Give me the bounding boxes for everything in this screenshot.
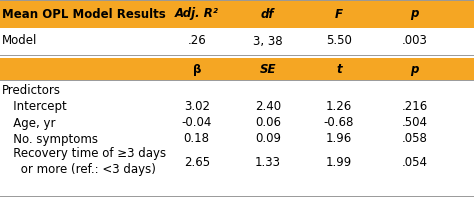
Text: 1.96: 1.96	[326, 133, 352, 146]
Text: Age, yr: Age, yr	[2, 116, 56, 129]
Text: 0.06: 0.06	[255, 116, 281, 129]
Text: 1.26: 1.26	[326, 100, 352, 113]
Text: 5.50: 5.50	[326, 34, 352, 47]
Text: p: p	[410, 7, 419, 20]
Text: .003: .003	[402, 34, 428, 47]
Text: 2.40: 2.40	[255, 100, 281, 113]
Text: or more (ref.: <3 days): or more (ref.: <3 days)	[2, 164, 156, 177]
Text: Predictors: Predictors	[2, 84, 61, 97]
Text: Model: Model	[2, 34, 38, 47]
Text: -0.68: -0.68	[324, 116, 354, 129]
Text: .216: .216	[401, 100, 428, 113]
Text: .058: .058	[402, 133, 428, 146]
Text: Adj. R²: Adj. R²	[175, 7, 219, 20]
Text: Recovery time of ≥3 days: Recovery time of ≥3 days	[2, 148, 166, 161]
Text: 0.09: 0.09	[255, 133, 281, 146]
Text: Mean OPL Model Results: Mean OPL Model Results	[2, 7, 166, 20]
Text: -0.04: -0.04	[182, 116, 212, 129]
Text: t: t	[336, 62, 342, 75]
Text: 2.65: 2.65	[183, 155, 210, 168]
Text: 0.18: 0.18	[184, 133, 210, 146]
Text: No. symptoms: No. symptoms	[2, 133, 99, 146]
Text: p: p	[410, 62, 419, 75]
Text: .26: .26	[187, 34, 206, 47]
Text: .504: .504	[402, 116, 428, 129]
Text: 3, 38: 3, 38	[253, 34, 283, 47]
Text: Intercept: Intercept	[2, 100, 67, 113]
Text: F: F	[335, 7, 343, 20]
Text: β: β	[192, 62, 201, 75]
Text: SE: SE	[260, 62, 276, 75]
Text: df: df	[261, 7, 274, 20]
Text: 1.99: 1.99	[326, 155, 352, 168]
Bar	[0, 58, 474, 80]
Text: .054: .054	[402, 155, 428, 168]
Text: 3.02: 3.02	[184, 100, 210, 113]
Bar	[0, 0, 474, 28]
Text: 1.33: 1.33	[255, 155, 281, 168]
